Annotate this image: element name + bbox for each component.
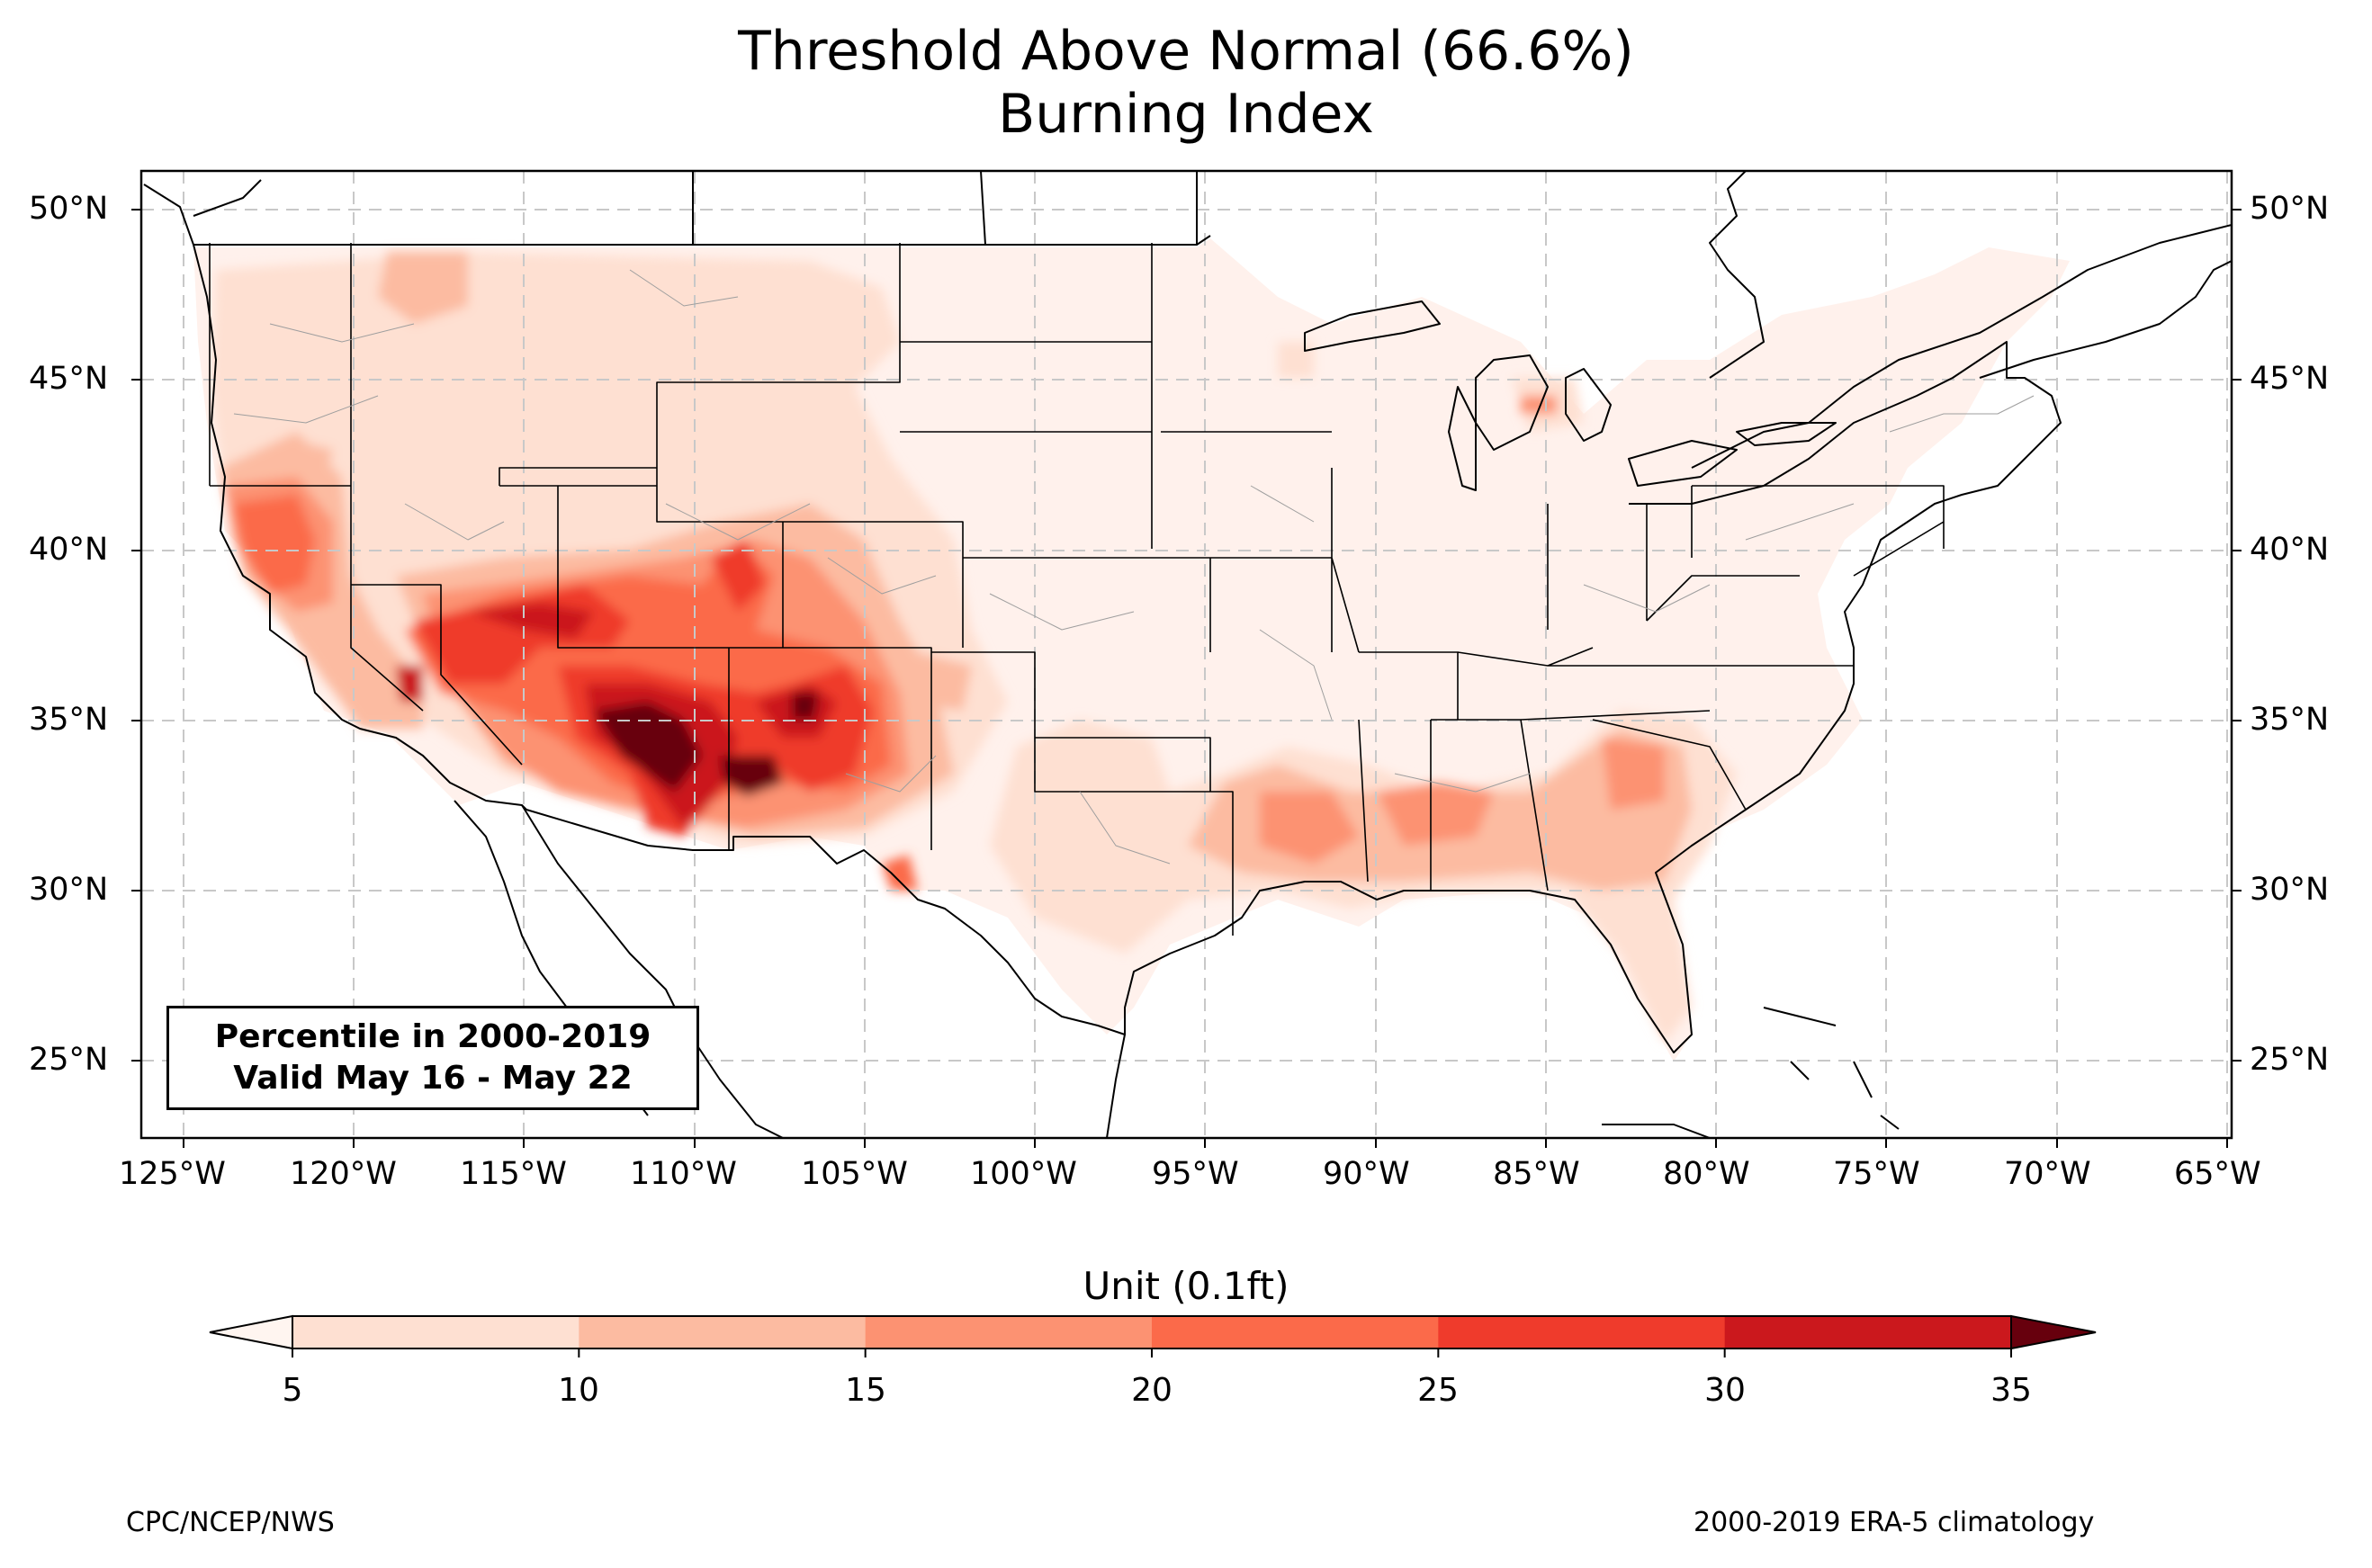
colorbar-tick-label: 15 [845,1372,886,1409]
map-plot-area [141,171,2232,1138]
us-outline [193,171,2062,1053]
lat-tick-label-right: 35°N [2250,702,2330,738]
graticule-lines [141,171,2232,1138]
canada-coast [143,171,2232,469]
colorbar-title: Unit (0.1ft) [1083,1264,1289,1308]
lon-tick-label: 100°W [970,1156,1077,1192]
lat-tick-label-right: 25°N [2250,1042,2330,1078]
lat-tick-label-left: 30°N [29,872,109,908]
burning-index-shading [211,252,1737,1044]
lon-tick-label: 120°W [290,1156,397,1192]
map-frame [139,169,2233,1140]
bahamas-cuba [1602,1007,1900,1138]
tick-marks [131,209,2242,1148]
colorbar-tick-label: 25 [1417,1372,1459,1409]
info-line-2: Valid May 16 - May 22 [233,1060,633,1097]
lat-tick-label-right: 30°N [2250,872,2330,908]
colorbar-tick-label: 10 [558,1372,599,1409]
title-line-2: Burning Index [998,83,1374,146]
colorbar-tick-label: 30 [1704,1372,1746,1409]
lat-tick-label-left: 40°N [29,532,109,568]
colorbar-tick-label: 35 [1990,1372,2032,1409]
lon-tick-label: 70°W [2004,1156,2091,1192]
lat-tick-label-left: 45°N [29,361,109,397]
lon-tick-label: 90°W [1323,1156,1410,1192]
lon-tick-label: 105°W [801,1156,908,1192]
info-box: Percentile in 2000-2019 Valid May 16 - M… [166,1006,699,1110]
title-line-1: Threshold Above Normal (66.6%) [738,20,1634,83]
info-line-1: Percentile in 2000-2019 [214,1018,651,1055]
lat-tick-label-right: 50°N [2250,191,2330,227]
colorbar-tick-label: 20 [1131,1372,1173,1409]
lon-tick-label: 95°W [1152,1156,1239,1192]
colorbar-tick-label: 5 [282,1372,303,1409]
lat-tick-label-right: 45°N [2250,361,2330,397]
lat-tick-label-right: 40°N [2250,532,2330,568]
lon-tick-label: 80°W [1663,1156,1750,1192]
map-title: Threshold Above Normal (66.6%) Burning I… [0,20,2372,146]
lat-tick-label-left: 50°N [29,191,109,227]
state-lines [209,243,1945,936]
lat-tick-label-left: 35°N [29,702,109,738]
footer-climatology: 2000-2019 ERA-5 climatology [1694,1507,2095,1538]
lon-tick-label: 75°W [1833,1156,1920,1192]
lat-tick-label-left: 25°N [29,1042,109,1078]
map-outlines [143,171,2232,1138]
lon-tick-label: 65°W [2174,1156,2261,1192]
footer-source: CPC/NCEP/NWS [126,1507,335,1538]
great-lakes [1304,300,1837,491]
lon-tick-label: 125°W [119,1156,226,1192]
lon-tick-label: 110°W [630,1156,737,1192]
county-lines [233,269,2035,865]
lon-tick-label: 85°W [1493,1156,1580,1192]
lon-tick-label: 115°W [460,1156,567,1192]
